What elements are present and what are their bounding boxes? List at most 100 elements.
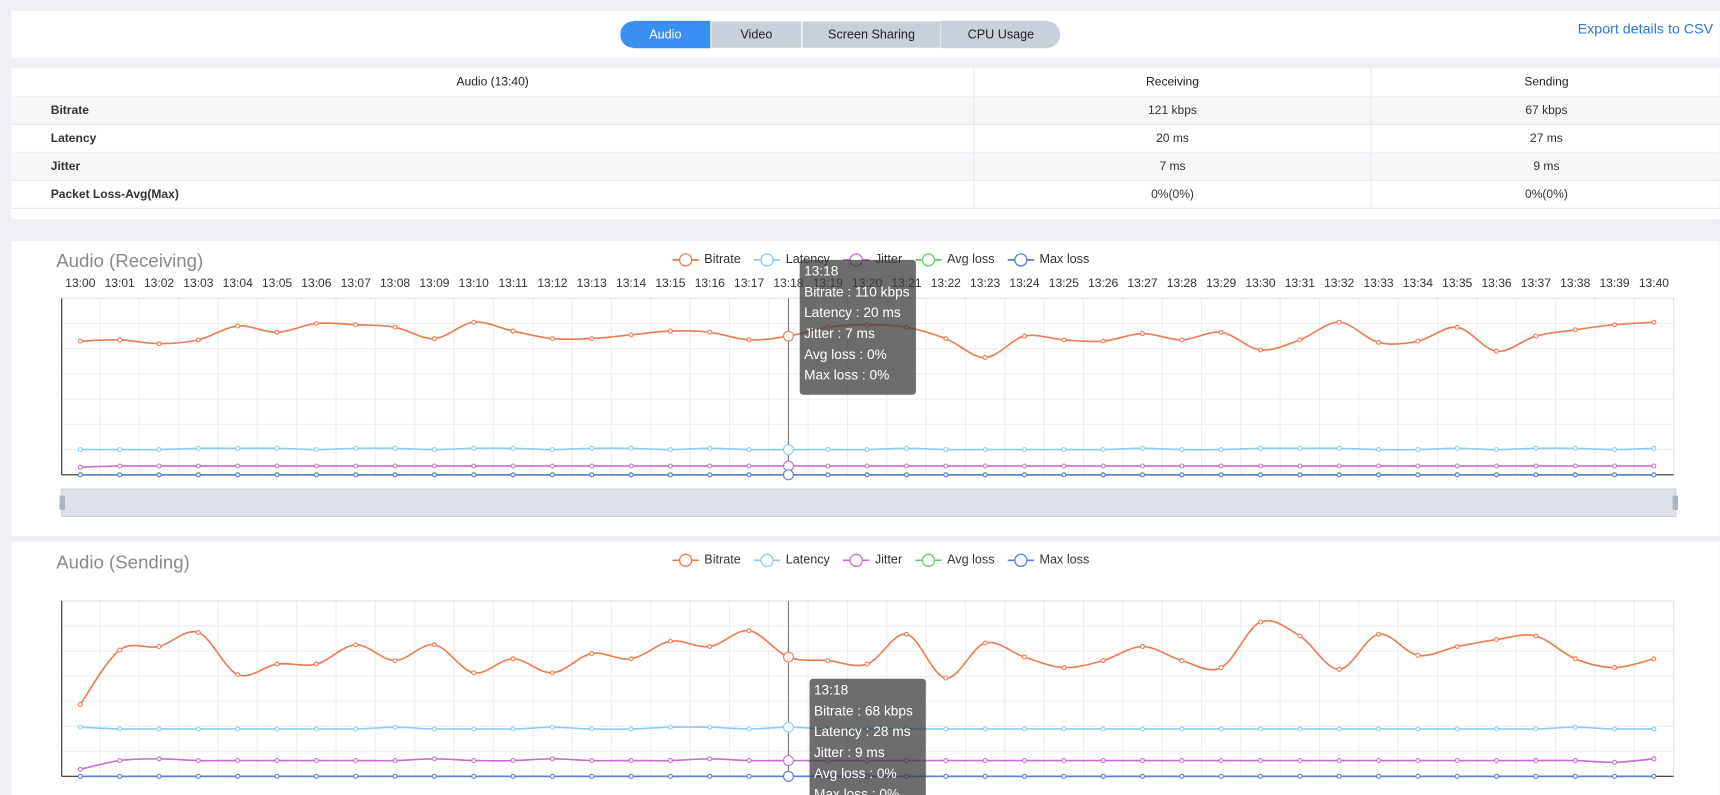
- data-point: [1100, 463, 1106, 469]
- data-point: [235, 672, 241, 678]
- legend-marker[interactable]: [678, 253, 693, 267]
- data-point: [1415, 726, 1421, 732]
- data-point: [1061, 472, 1067, 478]
- data-point: [589, 463, 595, 469]
- data-point: [1454, 773, 1460, 779]
- legend-marker[interactable]: [760, 553, 774, 568]
- data-point: [1454, 644, 1460, 650]
- tab[interactable]: [633, 20, 711, 49]
- data-point: [667, 758, 673, 764]
- tab-label[interactable]: Audio: [649, 27, 681, 41]
- data-point: [1533, 726, 1539, 732]
- x-tick-label: 13:12: [537, 276, 567, 290]
- data-point: [510, 463, 516, 469]
- legend-marker[interactable]: [849, 553, 863, 568]
- data-point: [589, 758, 595, 764]
- data-point: [1061, 665, 1067, 671]
- legend-label[interactable]: Latency: [786, 553, 831, 567]
- data-point: [1139, 463, 1146, 469]
- legend-label[interactable]: Bitrate: [704, 553, 740, 567]
- data-point: [471, 445, 477, 451]
- data-point: [1572, 445, 1578, 451]
- data-point: [1218, 472, 1224, 478]
- tab-label[interactable]: Video: [740, 27, 772, 41]
- data-point: [782, 721, 794, 733]
- data-point: [1100, 758, 1106, 764]
- data-point: [1179, 337, 1185, 343]
- data-point: [707, 644, 713, 650]
- x-tick-label: 13:22: [931, 276, 961, 290]
- zoom-handle[interactable]: [59, 495, 65, 510]
- x-tick-label: 13:06: [301, 276, 331, 290]
- tab[interactable]: [941, 20, 1048, 49]
- export-link[interactable]: Export details to CSV: [1578, 21, 1714, 37]
- tab[interactable]: [801, 20, 942, 49]
- zoom-handle[interactable]: [1672, 495, 1679, 510]
- legend-marker[interactable]: [678, 553, 693, 568]
- x-tick-label: 13:31: [1285, 276, 1315, 290]
- data-point: [1218, 758, 1224, 764]
- data-point: [982, 447, 988, 453]
- data-point: [1415, 758, 1421, 764]
- tooltip-line: Jitter : 7 ms: [804, 326, 875, 341]
- zoom-slider[interactable]: [61, 488, 1677, 518]
- data-point: [1454, 324, 1460, 330]
- data-point: [864, 472, 870, 478]
- legend-marker[interactable]: [1014, 553, 1028, 568]
- data-point: [1376, 726, 1382, 732]
- data-point: [1061, 463, 1067, 469]
- data-point: [313, 758, 319, 764]
- data-point: [510, 656, 516, 662]
- x-tick-label: 13:08: [380, 276, 410, 290]
- x-tick-label: 13:09: [419, 276, 449, 290]
- legend-marker[interactable]: [760, 253, 774, 267]
- data-point: [353, 472, 359, 478]
- tooltip-box: [799, 259, 916, 395]
- data-point: [117, 447, 123, 453]
- legend-marker[interactable]: [921, 253, 936, 267]
- data-point: [1061, 758, 1067, 764]
- data-point: [1336, 726, 1342, 732]
- data-point: [1612, 773, 1618, 779]
- x-tick-label: 13:38: [1560, 276, 1590, 290]
- legend-label[interactable]: Max loss: [1040, 252, 1090, 266]
- legend-label[interactable]: Avg loss: [947, 553, 994, 567]
- data-point: [1179, 758, 1185, 764]
- data-point: [392, 463, 398, 469]
- tab-label[interactable]: Screen Sharing: [828, 27, 915, 41]
- data-point: [195, 337, 201, 343]
- data-point: [1651, 472, 1657, 478]
- data-point: [77, 338, 83, 344]
- data-point: [707, 463, 713, 469]
- data-point: [1021, 447, 1028, 453]
- data-point: [1139, 726, 1146, 732]
- data-point: [392, 445, 398, 451]
- data-point: [589, 472, 595, 478]
- table-cell: Packet Loss-Avg(Max): [51, 187, 179, 201]
- x-tick-label: 13:18: [773, 276, 803, 290]
- data-point: [1139, 644, 1146, 650]
- legend-label[interactable]: Jitter: [875, 553, 902, 567]
- legend-label[interactable]: Bitrate: [704, 252, 740, 266]
- data-point: [746, 628, 752, 634]
- data-point: [195, 472, 201, 478]
- data-point: [1454, 463, 1460, 469]
- data-point: [982, 355, 988, 361]
- data-point: [1336, 758, 1342, 764]
- legend-marker[interactable]: [921, 553, 936, 568]
- data-point: [1376, 758, 1382, 764]
- legend-label[interactable]: Max loss: [1040, 553, 1090, 567]
- data-point: [707, 756, 713, 762]
- tab-label[interactable]: CPU Usage: [968, 27, 1035, 41]
- x-tick-label: 13:17: [734, 276, 764, 290]
- data-point: [1257, 347, 1264, 353]
- x-tick-label: 13:32: [1324, 276, 1354, 290]
- x-tick-label: 13:23: [970, 276, 1000, 290]
- legend-marker[interactable]: [1014, 253, 1028, 267]
- tooltip-line: Latency : 20 ms: [804, 305, 901, 320]
- tooltip-line: Avg loss : 0%: [814, 766, 897, 781]
- legend-label[interactable]: Avg loss: [947, 252, 994, 266]
- data-point: [77, 447, 83, 453]
- data-point: [1297, 633, 1303, 639]
